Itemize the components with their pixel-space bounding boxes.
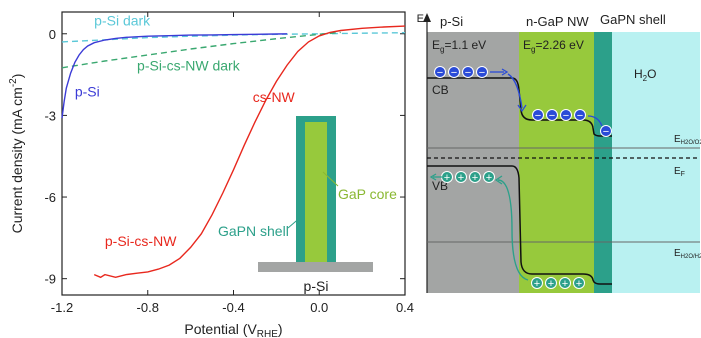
annotation-p-si: p-Si: [75, 83, 100, 99]
electron-icon-symbol: −: [549, 110, 555, 122]
inset-core-label: GaP core: [338, 186, 397, 202]
arrow-head-icon: [501, 68, 509, 76]
electron-icon-symbol: −: [535, 110, 541, 122]
label-fermi: EF: [674, 166, 685, 178]
y-tick-label: -6: [44, 190, 56, 205]
x-axis-label: Potential (VRHE): [184, 321, 282, 338]
electron-icon-symbol: −: [437, 67, 443, 79]
hole-icon-symbol: +: [548, 278, 554, 290]
electron-shell-arrow: [587, 115, 603, 127]
electron-icon-symbol: −: [451, 67, 457, 79]
label-cb: CB: [432, 83, 449, 97]
arrow-head-icon: [517, 104, 527, 113]
hole-icon-symbol: +: [576, 278, 582, 290]
shell-pointer: [287, 215, 303, 229]
plot-frame: [61, 11, 406, 296]
electron-icon: [600, 125, 612, 137]
y-tick-label: -3: [44, 108, 56, 123]
energy-axis-label: E: [417, 13, 424, 25]
arrow-head-icon: [429, 173, 437, 181]
electron-icon-symbol: −: [577, 110, 583, 122]
nanowire-inset: GaPN shell GaP core p-Si: [218, 116, 397, 294]
hole-icon-symbol: +: [562, 278, 568, 290]
label-gapn-shell: GaPN shell: [600, 12, 666, 27]
electron-icon: [476, 66, 488, 78]
electron-icon: [532, 109, 544, 121]
series-p-si-cs-nw-dark: [61, 31, 341, 69]
x-tick-label: 0.4: [396, 300, 414, 315]
hole-icon: [531, 277, 543, 289]
electron-icon-symbol: −: [465, 67, 471, 79]
annotation-p-si-cs-nw-dark: p-Si-cs-NW dark: [137, 58, 241, 74]
label-psi-gap: Eg=1.1 eV: [432, 38, 486, 54]
region-h2o: [612, 32, 700, 293]
electron-icon: [560, 109, 572, 121]
hole-icon: [559, 277, 571, 289]
label-redox-bottom: EH2O/H2: [674, 248, 701, 260]
electron-transfer-arrow: [507, 73, 523, 109]
electron-icon: [546, 109, 558, 121]
x-tick-label: -0.8: [137, 300, 159, 315]
conduction-band-edge: [427, 77, 612, 137]
annotation-cs-nw: cs-NW: [253, 89, 296, 105]
hole-icon: [455, 171, 467, 183]
core-pointer: [322, 171, 339, 187]
electron-icon: [434, 66, 446, 78]
label-gap-nw: n-GaP NW: [526, 14, 589, 29]
region-gapn-shell: [594, 32, 612, 293]
label-vb: VB: [432, 179, 448, 193]
electron-icon-symbol: −: [563, 110, 569, 122]
series-cs-nw: [93, 25, 406, 279]
inset-substrate-label: p-Si: [304, 278, 329, 294]
substrate-bar: [258, 262, 373, 272]
hole-icon-symbol: +: [444, 172, 450, 184]
label-redox-top: EH2O/O2: [674, 134, 701, 146]
electron-icon: [448, 66, 460, 78]
hole-icon-symbol: +: [534, 278, 540, 290]
core-rect: [305, 122, 327, 262]
hole-icon: [545, 277, 557, 289]
annotation-p-si-dark: p-Si dark: [94, 13, 151, 29]
electron-icon: [462, 66, 474, 78]
y-axis-label: Current density (mA cm-2): [8, 74, 25, 234]
arrow-head-icon: [494, 175, 503, 185]
series-p-si: [61, 33, 288, 119]
y-tick-label: -9: [44, 272, 56, 287]
annotation-p-si-cs-nw: p-Si-cs-NW: [105, 233, 177, 249]
label-psi: p-Si: [440, 14, 463, 29]
y-tick-label: 0: [49, 27, 56, 42]
hole-icon-symbol: +: [486, 172, 492, 184]
hole-icon: [573, 277, 585, 289]
hole-icon: [483, 171, 495, 183]
hole-transfer-arrow: [497, 179, 529, 281]
region-n-gap-nw: [519, 32, 594, 293]
iv-chart: -1.2 -0.8 -0.4 0.0 0.4 0 -3 -6 -9 Potential (VRHE…: [8, 11, 414, 338]
valence-band-edge: [427, 165, 612, 285]
hole-icon: [469, 171, 481, 183]
hole-icon-symbol: +: [458, 172, 464, 184]
x-tick-label: -0.4: [222, 300, 244, 315]
label-gap-gap: Eg=2.26 eV: [523, 38, 584, 54]
electron-icon-symbol: −: [603, 126, 609, 138]
x-tick-label: -1.2: [51, 300, 73, 315]
electron-icon: [574, 109, 586, 121]
label-water: H2O: [634, 67, 656, 83]
hole-icon-symbol: +: [472, 172, 478, 184]
energy-arrow-icon: [423, 13, 431, 22]
electron-icon-symbol: −: [479, 67, 485, 79]
x-tick-label: 0.0: [310, 300, 328, 315]
inset-shell-label: GaPN shell: [218, 223, 289, 239]
